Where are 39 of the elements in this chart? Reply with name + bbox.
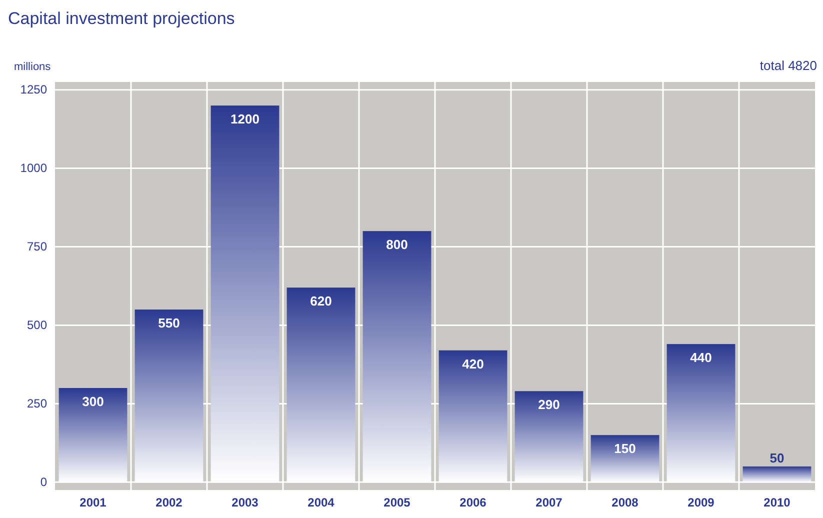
bar [514, 391, 584, 482]
y-tick-label: 250 [26, 396, 48, 411]
bar [58, 388, 128, 482]
x-tick-label: 2006 [460, 496, 487, 510]
data-label: 290 [538, 397, 560, 412]
y-tick-label: 750 [26, 240, 48, 254]
bar [286, 288, 356, 482]
x-tick-label: 2003 [232, 496, 259, 510]
data-label: 150 [614, 441, 636, 456]
data-label: 440 [690, 350, 712, 366]
y-tick-label: 1000 [20, 161, 48, 176]
x-tick-label: 2007 [536, 496, 563, 510]
bar [362, 231, 432, 482]
x-tick-label: 2005 [384, 496, 411, 510]
bar [210, 106, 280, 482]
bar [134, 310, 204, 482]
bar [590, 435, 660, 482]
x-tick-label: 2002 [156, 496, 183, 510]
data-label: 300 [82, 394, 104, 409]
chart-title: Capital investment projections [8, 9, 235, 28]
bar [666, 344, 736, 482]
y-tick-label: 1250 [20, 82, 48, 97]
data-label: 800 [386, 237, 408, 252]
y-tick-label: 0 [40, 474, 48, 489]
text: total 4820 [760, 58, 817, 73]
data-label: 420 [462, 356, 484, 372]
data-label: 620 [310, 294, 332, 309]
bar [742, 466, 812, 482]
data-label: 550 [158, 316, 180, 331]
bar [438, 350, 508, 482]
y-tick-label: 500 [26, 318, 48, 332]
data-label: 50 [770, 450, 784, 466]
x-tick-label: 2010 [764, 496, 791, 510]
x-tick-label: 2008 [612, 496, 639, 510]
x-tick-label: 2004 [308, 496, 335, 510]
data-label: 1200 [230, 112, 260, 127]
x-tick-label: 2001 [80, 496, 107, 510]
y-axis-title: millions [14, 61, 52, 73]
x-tick-label: 2009 [688, 496, 715, 510]
